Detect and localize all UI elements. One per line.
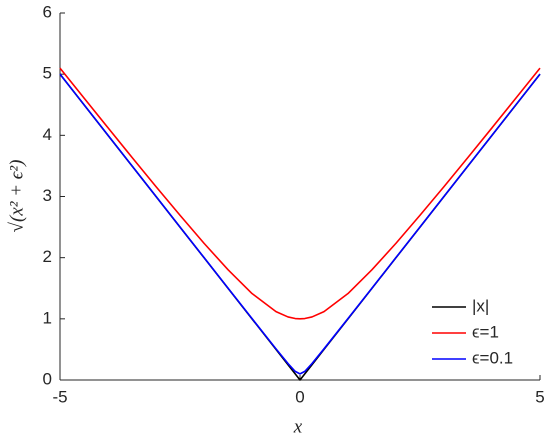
y-axis-label: √(x² + ϵ²) — [6, 160, 27, 233]
x-tick-label: -5 — [52, 387, 67, 406]
x-tick-label: 0 — [295, 387, 304, 406]
x-tick-label: 5 — [535, 387, 544, 406]
legend-label: ϵ=1 — [472, 322, 499, 341]
y-tick-label: 3 — [43, 186, 52, 205]
y-tick-label: 0 — [43, 369, 52, 388]
y-tick-label: 6 — [43, 2, 52, 21]
y-tick-label: 2 — [43, 247, 52, 266]
legend-label: ϵ=0.1 — [472, 348, 513, 367]
y-tick-label: 5 — [43, 64, 52, 83]
x-axis-label: x — [293, 416, 303, 437]
line-series — [59, 67, 541, 320]
y-tick-label: 1 — [43, 308, 52, 327]
line-series — [59, 73, 541, 381]
legend-label: |x| — [472, 296, 489, 315]
line-series — [59, 73, 541, 375]
y-tick-label: 4 — [43, 125, 52, 144]
